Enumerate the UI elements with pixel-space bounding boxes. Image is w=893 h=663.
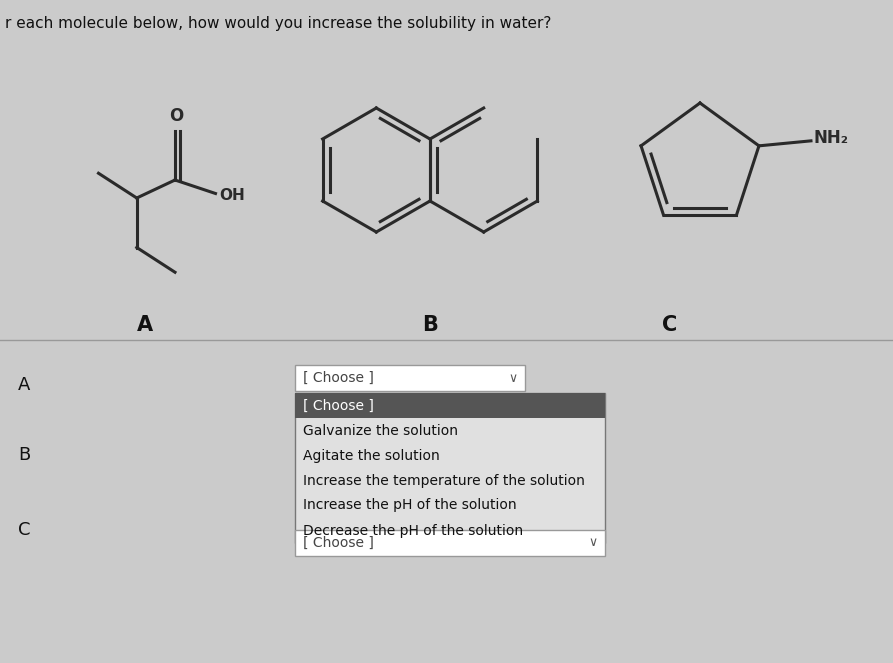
Text: [ Choose ]: [ Choose ] — [303, 398, 374, 412]
Text: [ Choose ]: [ Choose ] — [303, 371, 374, 385]
Text: O: O — [169, 107, 183, 125]
Text: B: B — [422, 315, 438, 335]
Text: B: B — [18, 446, 30, 464]
Text: [ Choose ]: [ Choose ] — [303, 536, 374, 550]
Text: Increase the temperature of the solution: Increase the temperature of the solution — [303, 473, 585, 487]
FancyBboxPatch shape — [295, 530, 605, 556]
Text: Increase the pH of the solution: Increase the pH of the solution — [303, 499, 517, 512]
FancyBboxPatch shape — [295, 393, 605, 418]
Text: A: A — [18, 376, 30, 394]
Text: C: C — [18, 521, 30, 539]
Text: A: A — [137, 315, 153, 335]
Text: Decrease the pH of the solution: Decrease the pH of the solution — [303, 524, 523, 538]
Text: ∨: ∨ — [588, 536, 597, 550]
Text: C: C — [663, 315, 678, 335]
FancyBboxPatch shape — [295, 365, 525, 391]
Text: Agitate the solution: Agitate the solution — [303, 448, 439, 463]
Text: Galvanize the solution: Galvanize the solution — [303, 424, 458, 438]
Text: ∨: ∨ — [508, 371, 518, 385]
Text: NH₂: NH₂ — [814, 129, 849, 147]
Text: r each molecule below, how would you increase the solubility in water?: r each molecule below, how would you inc… — [5, 16, 551, 31]
Text: OH: OH — [220, 188, 246, 203]
FancyBboxPatch shape — [295, 393, 605, 543]
